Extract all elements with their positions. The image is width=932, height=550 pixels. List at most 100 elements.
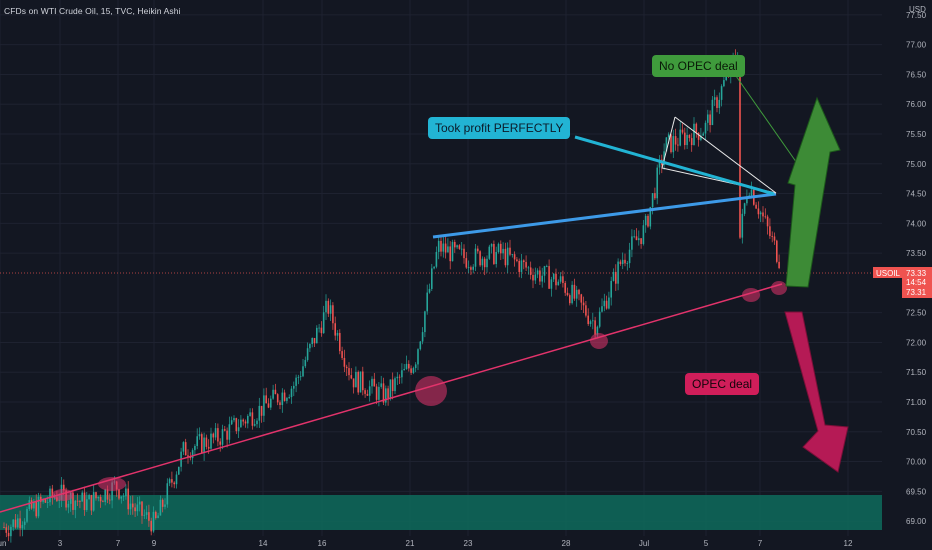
candle-down bbox=[776, 240, 778, 262]
candle-down bbox=[72, 492, 74, 510]
candle-up bbox=[456, 245, 458, 248]
candle-up bbox=[435, 251, 438, 267]
date-tick-label: 3 bbox=[58, 539, 63, 548]
candle-down bbox=[265, 395, 267, 404]
candle-up bbox=[157, 515, 159, 519]
candle-down bbox=[516, 259, 518, 261]
candle-down bbox=[573, 284, 576, 299]
candle-up bbox=[592, 320, 594, 322]
candle-up bbox=[336, 332, 339, 336]
candle-down bbox=[141, 501, 143, 516]
candle-up bbox=[371, 378, 373, 387]
candle-up bbox=[120, 496, 123, 499]
candle-up bbox=[704, 122, 707, 134]
opec-annotation[interactable]: OPEC deal bbox=[685, 373, 760, 395]
candle-up bbox=[198, 434, 201, 437]
candle-up bbox=[451, 241, 454, 262]
date-axis-labels: Jun 3 7 9 14 16 21 23 28 Jul 5 7 12 bbox=[0, 539, 853, 548]
candle-down bbox=[339, 332, 341, 352]
candle-down bbox=[410, 368, 412, 373]
candle-down bbox=[674, 136, 677, 145]
candle-up bbox=[656, 167, 658, 199]
candle-down bbox=[14, 519, 17, 528]
candle-down bbox=[212, 433, 215, 438]
price-tick-label: 72.50 bbox=[906, 309, 927, 318]
date-tick-label: 7 bbox=[758, 539, 763, 548]
candle-down bbox=[274, 389, 277, 395]
candle-down bbox=[647, 215, 649, 227]
symbol-tag-text: USOIL bbox=[876, 269, 901, 278]
candle-up bbox=[421, 332, 424, 342]
candle-down bbox=[564, 283, 566, 293]
candle-up bbox=[571, 284, 573, 304]
candle-up bbox=[97, 496, 100, 499]
no-opec-annotation[interactable]: No OPEC deal bbox=[652, 55, 745, 77]
candle-down bbox=[769, 226, 771, 237]
candle-down bbox=[739, 59, 741, 238]
touch-point-5 bbox=[742, 288, 760, 302]
candle-up bbox=[414, 364, 417, 369]
candle-up bbox=[394, 378, 396, 392]
candle-up bbox=[21, 524, 24, 529]
candle-up bbox=[534, 274, 537, 281]
candle-down bbox=[479, 251, 481, 266]
candle-down bbox=[171, 479, 173, 483]
candle-up bbox=[92, 492, 95, 511]
candle-up bbox=[612, 271, 615, 281]
candle-down bbox=[345, 366, 348, 369]
candle-up bbox=[228, 424, 231, 440]
candle-down bbox=[19, 518, 21, 529]
candle-down bbox=[148, 512, 150, 521]
candle-up bbox=[506, 247, 509, 266]
candle-down bbox=[332, 305, 334, 324]
candle-down bbox=[677, 144, 679, 146]
candle-down bbox=[226, 430, 228, 440]
date-tick-label: 9 bbox=[152, 539, 157, 548]
touch-point-6 bbox=[771, 281, 787, 295]
candle-up bbox=[270, 398, 272, 408]
candle-up bbox=[428, 288, 431, 293]
candle-up bbox=[617, 261, 619, 284]
price-tick-label: 71.00 bbox=[906, 398, 927, 407]
candle-down bbox=[352, 378, 355, 388]
candle-up bbox=[196, 436, 198, 447]
candle-down bbox=[373, 378, 376, 387]
price-tick-label: 71.50 bbox=[906, 368, 927, 377]
candle-down bbox=[509, 247, 511, 255]
candle-up bbox=[194, 446, 196, 451]
candle-up bbox=[191, 450, 194, 459]
candle-down bbox=[244, 421, 247, 424]
candle-up bbox=[143, 514, 146, 516]
candle-up bbox=[759, 212, 762, 215]
candle-up bbox=[536, 270, 539, 275]
candle-down bbox=[334, 323, 336, 336]
candle-up bbox=[495, 252, 497, 265]
candle-down bbox=[184, 442, 187, 456]
candle-up bbox=[707, 114, 709, 123]
took-profit-annotation[interactable]: Took profit PERFECTLY bbox=[428, 117, 571, 139]
candle-down bbox=[207, 446, 210, 449]
candle-down bbox=[375, 386, 378, 400]
candle-up bbox=[419, 341, 422, 350]
candle-down bbox=[449, 246, 451, 262]
candle-down bbox=[99, 496, 102, 502]
candle-down bbox=[440, 240, 442, 252]
candle-up bbox=[111, 482, 113, 501]
candle-up bbox=[649, 206, 652, 227]
candle-up bbox=[168, 479, 171, 484]
down-arrow bbox=[784, 311, 849, 473]
candle-up bbox=[355, 371, 357, 388]
candle-up bbox=[550, 279, 553, 289]
candle-up bbox=[136, 504, 139, 512]
candle-down bbox=[267, 403, 270, 408]
candle-down bbox=[523, 260, 525, 263]
candle-down bbox=[594, 320, 596, 335]
candle-down bbox=[251, 412, 254, 426]
date-tick-label: 16 bbox=[318, 539, 327, 548]
price-tick-label: 75.00 bbox=[906, 160, 927, 169]
candle-down bbox=[635, 236, 638, 241]
candle-up bbox=[437, 240, 440, 252]
candle-up bbox=[306, 348, 309, 361]
candle-up bbox=[559, 276, 562, 282]
